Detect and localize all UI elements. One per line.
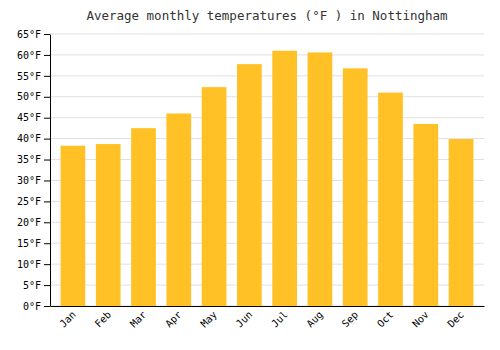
y-tick: 5°F [23,280,50,291]
y-tick-mark [44,139,50,140]
x-tick-label: Nov [410,309,431,330]
x-tick: Dec [445,306,466,329]
y-tick: 20°F [17,217,50,228]
bar [272,51,297,306]
y-tick-label: 30°F [17,175,41,186]
y-tick: 25°F [17,196,50,207]
x-tick-label: Apr [163,309,184,330]
bar [378,93,403,306]
y-tick-mark [44,180,50,181]
bar [308,52,333,306]
bar [202,87,227,306]
bar [413,124,438,306]
y-tick: 35°F [17,154,50,165]
grid-line [50,75,484,76]
x-tick-label: May [198,309,219,330]
y-axis-line [50,35,51,307]
y-tick-mark [44,118,50,119]
y-tick-mark [44,201,50,202]
bars [61,51,474,306]
plot-area: 0°F 5°F 10°F 15°F 20°F 25°F 30°F 35°F 40°F 45°F 50… [17,29,485,330]
y-tick-mark [44,76,50,77]
y-tick: 55°F [17,71,50,82]
bar [131,128,156,306]
chart-svg: 0°F 5°F 10°F 15°F 20°F 25°F 30°F 35°F 40°F 45°F 50… [0,0,500,350]
x-tick: Apr [163,306,184,329]
grid-line [50,96,484,97]
x-tick: Jul [269,306,290,329]
y-tick: 50°F [17,91,50,102]
y-tick-label: 5°F [23,280,41,291]
y-tick-mark [44,55,50,56]
x-tick: Aug [304,306,325,329]
x-tick-label: Jan [57,309,78,330]
x-tick-label: Feb [93,309,114,330]
y-axis: 0°F 5°F 10°F 15°F 20°F 25°F 30°F 35°F 40°F 45°F 50… [17,29,51,312]
y-tick-mark [44,306,50,307]
x-tick: Feb [93,306,114,329]
x-tick-label: Sep [340,309,361,330]
y-tick: 65°F [17,29,50,40]
y-tick-mark [44,264,50,265]
y-tick-label: 0°F [23,301,41,312]
y-tick-label: 65°F [17,29,41,40]
x-tick: Jan [57,306,78,329]
x-tick-label: Jul [269,309,290,330]
y-tick-mark [44,243,50,244]
y-tick: 0°F [23,301,50,312]
y-tick-label: 10°F [17,259,41,270]
y-tick-label: 15°F [17,238,41,249]
y-tick-mark [44,97,50,98]
y-tick-label: 50°F [17,91,41,102]
x-tick: May [198,306,219,329]
y-tick-label: 25°F [17,196,41,207]
y-tick-mark [44,34,50,35]
x-tick-label: Dec [445,309,466,330]
x-tick-label: Jun [234,309,255,330]
x-tick: Mar [128,306,149,329]
x-tick: Sep [340,306,361,329]
y-tick-mark [44,222,50,223]
title: Average monthly temperatures (°F ) in No… [86,8,447,23]
grid-line [50,34,484,35]
y-tick: 10°F [17,259,50,270]
y-tick-mark [44,160,50,161]
bar [96,144,121,306]
chart-container: 0°F 5°F 10°F 15°F 20°F 25°F 30°F 35°F 40°F 45°F 50… [0,0,500,350]
x-tick: Oct [375,306,396,329]
bar [237,64,262,306]
bar [61,146,86,306]
x-tick-label: Mar [128,309,149,330]
y-tick-label: 55°F [17,71,41,82]
x-tick-label: Aug [304,309,325,330]
x-tick-label: Oct [375,309,396,330]
bar [449,139,474,306]
y-tick-label: 60°F [17,50,41,61]
x-axis-line [51,306,485,307]
y-tick-mark [44,285,50,286]
y-tick-label: 35°F [17,154,41,165]
grid [50,34,484,306]
x-tick: Nov [410,306,431,329]
y-tick: 60°F [17,50,50,61]
bar [343,68,368,306]
y-tick: 40°F [17,133,50,144]
grid-line [50,54,484,55]
y-tick-label: 40°F [17,133,41,144]
y-tick: 45°F [17,112,50,123]
x-tick: Jun [234,306,255,329]
y-tick: 30°F [17,175,50,186]
y-tick: 15°F [17,238,50,249]
y-tick-label: 20°F [17,217,41,228]
grid-line [50,117,484,118]
x-axis: Jan Feb Mar Apr May Jun Jul Aug Sep Oct Nov Dec [51,306,485,329]
y-tick-label: 45°F [17,112,41,123]
bar [166,114,191,306]
